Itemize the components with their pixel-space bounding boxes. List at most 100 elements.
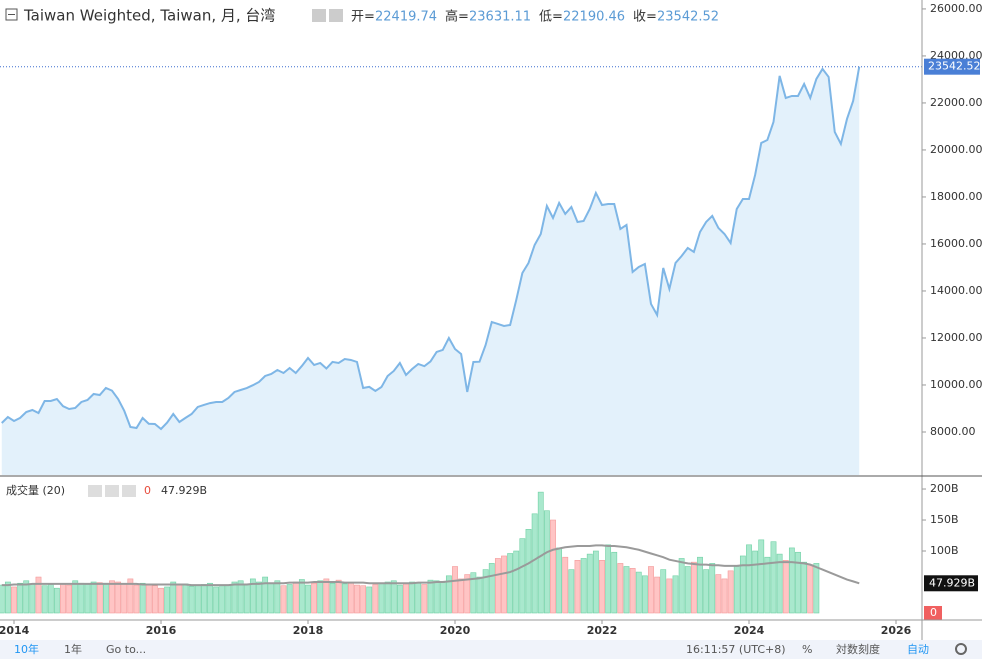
volume-bar (727, 570, 734, 614)
high-label: 高= (445, 9, 469, 25)
volume-bar (519, 538, 526, 614)
volume-bar (225, 584, 232, 614)
volume-bar (531, 513, 538, 614)
volume-bar (256, 581, 262, 614)
volume-bar (739, 555, 746, 614)
volume-bar (219, 585, 226, 614)
volume-bar (709, 563, 716, 614)
volume-bar (599, 560, 605, 614)
volume-bar (752, 550, 759, 614)
y-tick-label: 16000.00 (930, 237, 982, 250)
volume-bar (611, 551, 618, 614)
volume-bar (623, 566, 630, 614)
price-pane: 8000.00 10000.00 12000.00 14000.00 16000.00 1… (0, 2, 982, 475)
volume-bar (151, 585, 158, 614)
volume-bar (262, 576, 269, 614)
volume-bar (470, 572, 477, 614)
volume-bar (292, 581, 299, 614)
volume-bar (109, 580, 115, 614)
settings-icon[interactable] (105, 485, 119, 497)
volume-bar (568, 569, 575, 614)
volume-pane: 47.929B 0 100B 150B 200B (0, 482, 978, 620)
volume-bar (494, 558, 501, 614)
volume-bar (813, 563, 820, 614)
volume-bar (439, 582, 446, 614)
ma-line (1, 544, 860, 587)
y-tick-label: 26000.00 (930, 2, 982, 15)
y-tick-label: 18000.00 (930, 190, 982, 203)
y-tick-label: 12000.00 (930, 331, 982, 344)
collapse-icon[interactable] (5, 8, 18, 21)
volume-bar (635, 571, 642, 614)
volume-bar (317, 580, 324, 614)
volume-bar (378, 582, 385, 614)
eye-icon[interactable] (88, 485, 102, 497)
volume-bar (746, 544, 752, 614)
x-tick-label: 2016 (146, 624, 177, 637)
y-tick-label: 14000.00 (930, 284, 982, 297)
y-tick-label: 10000.00 (930, 378, 982, 391)
clock: 16:11:57 (UTC+8) (686, 643, 786, 656)
volume-header-ma: 47.929B (161, 484, 207, 497)
volume-bar (574, 560, 581, 614)
log-button[interactable]: 対数刻度 (836, 642, 880, 656)
y-tick-label: 8000.00 (930, 425, 976, 438)
volume-bar (605, 544, 612, 614)
volume-bar (445, 575, 452, 614)
volume-bar (90, 581, 97, 614)
volume-bar (452, 566, 458, 614)
volume-bar (703, 569, 710, 614)
volume-bar (207, 582, 213, 614)
volume-bar (721, 578, 728, 614)
volume-value-tag (924, 605, 942, 620)
volume-bar (29, 583, 36, 614)
volume-bar (390, 580, 397, 614)
volume-bar (182, 583, 189, 614)
volume-bar (807, 564, 814, 614)
volume-bar (396, 584, 403, 614)
volume-bar (115, 581, 122, 614)
volume-bar (139, 582, 146, 614)
range-button[interactable]: 1年 (64, 642, 82, 656)
volume-bar (280, 585, 287, 614)
volume-bar (660, 569, 667, 614)
volume-bar (684, 566, 691, 614)
volume-bar (507, 553, 514, 614)
volume-bar (341, 583, 348, 614)
volume-bar (690, 561, 697, 614)
volume-bar (4, 581, 11, 614)
volume-bar (305, 584, 311, 614)
volume-bar (60, 583, 66, 614)
y-tick-label: 100B (930, 544, 959, 557)
volume-bar (409, 581, 416, 614)
volume-bar (145, 584, 152, 614)
volume-bar (329, 582, 336, 614)
auto-button[interactable]: 自动 (907, 643, 929, 656)
settings-gear[interactable] (955, 643, 967, 655)
volume-bar (17, 582, 24, 614)
close-icon[interactable] (122, 485, 136, 497)
range-button[interactable]: 10年 (14, 642, 39, 656)
volume-bar (347, 582, 354, 614)
percent-button[interactable]: % (802, 643, 812, 656)
volume-bar (666, 578, 673, 614)
goto-button[interactable]: Go to... (106, 643, 146, 656)
close-label: 收= (633, 10, 657, 25)
settings-icon[interactable] (329, 9, 343, 22)
volume-bar (758, 539, 765, 614)
volume-bar (513, 550, 520, 614)
y-tick-label: 200B (930, 482, 959, 495)
volume-bar (231, 581, 238, 614)
x-tick-label: 2026 (881, 624, 912, 637)
eye-icon[interactable] (312, 9, 326, 22)
volume-bar (586, 553, 593, 614)
open-value: 22419.74 (375, 10, 437, 25)
volume-bar (78, 582, 85, 614)
volume-bar (200, 584, 207, 614)
volume-bar (84, 584, 91, 614)
volume-bar (194, 585, 201, 614)
last-price-tag (924, 58, 980, 75)
y-tick-label: 20000.00 (930, 143, 982, 156)
volume-bar (648, 566, 654, 614)
volume-bar (654, 576, 661, 614)
